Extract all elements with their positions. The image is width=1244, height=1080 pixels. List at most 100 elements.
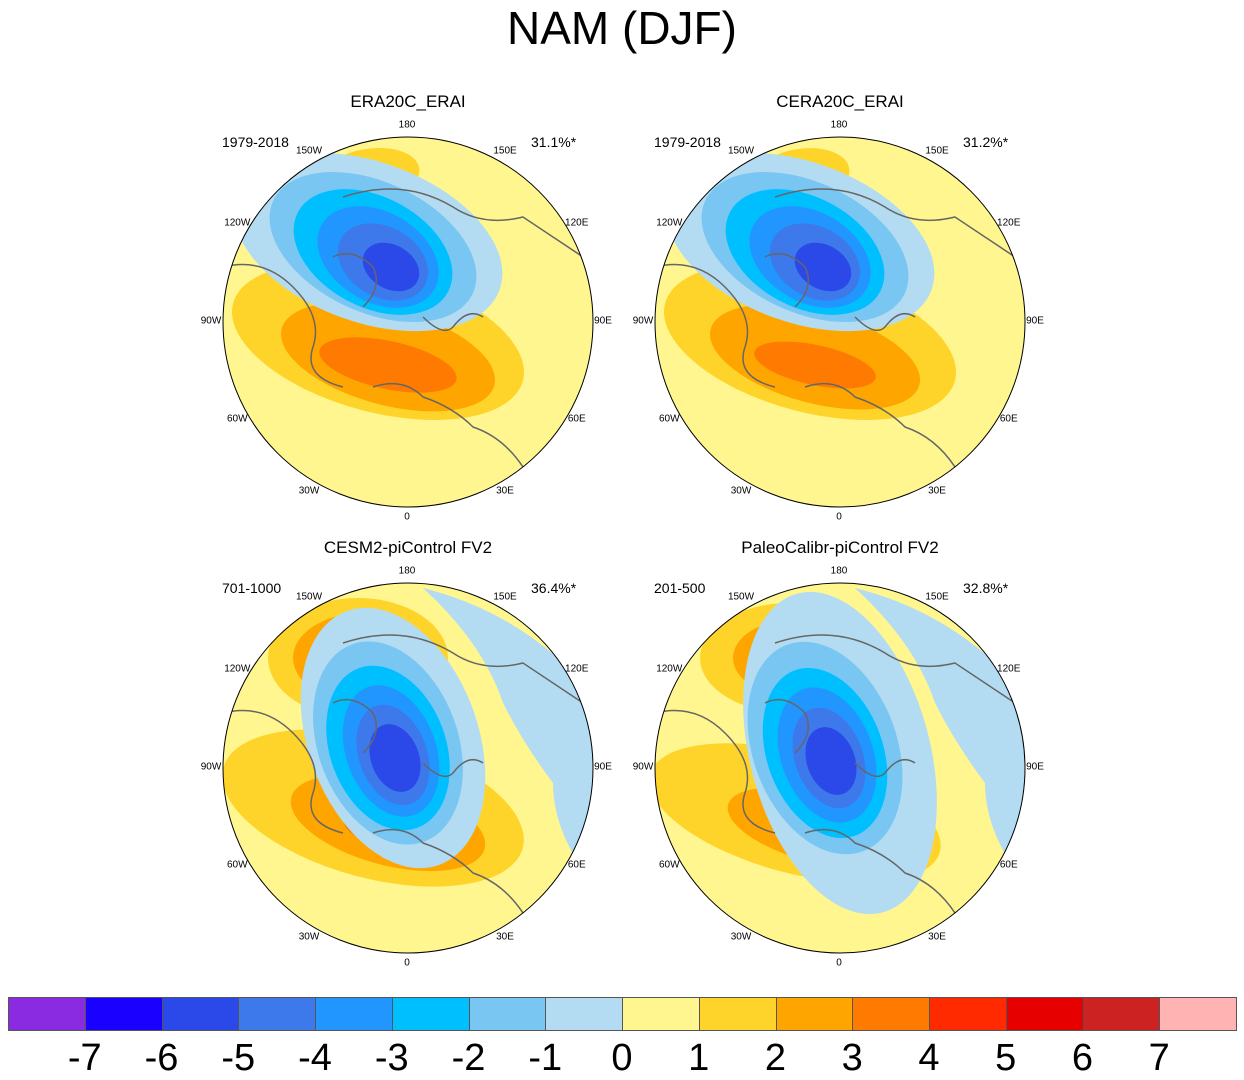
longitude-label: 30E (496, 485, 514, 497)
longitude-label: 90E (594, 761, 612, 773)
longitude-label: 60W (226, 859, 248, 871)
colorbar-swatch (238, 997, 316, 1031)
coastline (372, 828, 524, 914)
explained-variance: 31.1%* (531, 134, 577, 150)
longitude-label: 60E (567, 413, 586, 425)
colorbar-tick-label: -6 (144, 1037, 179, 1079)
longitude-label: 150W (295, 591, 323, 603)
map-boundary-circle (222, 136, 594, 508)
period-label: 1979-2018 (222, 134, 289, 150)
map-boundary-circle (654, 136, 1026, 508)
polar-stereographic-map (222, 582, 594, 954)
colorbar-swatch (1005, 997, 1084, 1031)
longitude-label: 90W (200, 761, 222, 773)
colorbar-tick-label: -2 (451, 1037, 486, 1079)
period-label: 1979-2018 (654, 134, 721, 150)
colorbar-swatch (84, 997, 163, 1031)
map-panel-era20c: ERA20C_ERAI 1979-2018 31.1%* 180 150E 120E 90E… (198, 92, 618, 523)
longitude-label: 60W (658, 413, 680, 425)
colorbar-tick-label: -5 (221, 1037, 256, 1079)
longitude-label: 30E (928, 931, 946, 943)
colorbar-tick-label: 3 (841, 1037, 863, 1079)
coastline (804, 828, 956, 914)
explained-variance: 32.8%* (963, 580, 1009, 596)
longitude-label: 150E (925, 145, 949, 157)
longitude-label: 30E (928, 485, 946, 497)
light-blue-region-east (855, 588, 1025, 883)
polar-stereographic-map (222, 136, 594, 508)
coastline (342, 634, 584, 704)
longitude-label: 150E (493, 145, 517, 157)
longitude-label: 120E (565, 217, 589, 229)
map-boundary-circle (654, 582, 1026, 954)
longitude-label: 150E (493, 591, 517, 603)
longitude-label: 0 (404, 511, 410, 523)
colorbar-swatch (315, 997, 393, 1031)
colorbar-swatch (1082, 997, 1161, 1031)
light-blue-region-east (423, 588, 593, 883)
colorbar-tick-label: 2 (764, 1037, 787, 1079)
longitude-label: 180 (830, 119, 848, 131)
colorbar (8, 997, 1237, 1031)
coastline (854, 758, 916, 778)
coastline (372, 382, 524, 468)
colorbar-tick-label: 7 (1148, 1037, 1170, 1079)
longitude-label: 30W (298, 485, 320, 497)
coastline (804, 382, 956, 468)
panel-title: ERA20C_ERAI (350, 92, 466, 111)
longitude-label: 60E (999, 413, 1018, 425)
panel-title: CESM2-piControl FV2 (323, 538, 493, 557)
longitude-label: 90E (1026, 315, 1044, 327)
longitude-label: 180 (398, 119, 416, 131)
colorbar-swatch (8, 997, 86, 1031)
longitude-label: 120W (656, 217, 683, 229)
longitude-label: 90E (1026, 761, 1044, 773)
longitude-label: 120E (997, 217, 1021, 229)
map-panel-cesm2: CESM2-piControl FV2 701-1000 36.4%* 180 150E… (198, 538, 618, 969)
map-boundary-circle (222, 582, 594, 954)
longitude-label: 150W (727, 145, 755, 157)
colorbar-swatch (698, 997, 777, 1031)
longitude-label: 120E (997, 663, 1021, 675)
period-label: 701-1000 (222, 580, 282, 596)
longitude-label: 150E (925, 591, 949, 603)
longitude-label: 180 (398, 565, 416, 577)
colorbar-tick-label: -7 (67, 1037, 102, 1079)
coastline (332, 698, 378, 754)
arctic-anomaly-contour (805, 727, 857, 795)
longitude-label: 0 (836, 511, 842, 523)
coastline (422, 312, 484, 332)
coastline (655, 709, 776, 834)
explained-variance: 31.2%* (963, 134, 1009, 150)
colorbar-tick-label: -4 (298, 1037, 332, 1079)
figure-title: NAM (DJF) (507, 2, 737, 54)
atlantic-anomaly-contour (319, 337, 457, 393)
longitude-label: 150W (727, 591, 755, 603)
colorbar-tick-label: 6 (1071, 1037, 1094, 1079)
longitude-label: 30W (730, 485, 752, 497)
colorbar-swatch (161, 997, 240, 1031)
colorbar-swatch (1159, 997, 1237, 1031)
map-panel-paleocalibr: PaleoCalibr-piControl FV2 201-500 32.8%* 18… (630, 538, 1050, 969)
longitude-label: 90W (632, 315, 654, 327)
longitude-label: 30E (496, 931, 514, 943)
longitude-label: 120W (656, 663, 683, 675)
period-label: 201-500 (654, 580, 706, 596)
colorbar-tick-label: 5 (995, 1037, 1017, 1079)
panel-title: CERA20C_ERAI (776, 92, 904, 111)
atlantic-anomaly-contour (754, 341, 876, 389)
colorbar-swatch (775, 997, 854, 1031)
longitude-label: 30W (298, 931, 320, 943)
polar-stereographic-map (654, 582, 1026, 954)
longitude-label: 150W (295, 145, 323, 157)
coastline (422, 758, 484, 778)
panel-title: PaleoCalibr-piControl FV2 (741, 538, 939, 557)
coastline (774, 634, 1016, 704)
longitude-label: 120W (224, 217, 251, 229)
coastline (223, 709, 344, 834)
colorbar-tick-label: -1 (528, 1037, 563, 1079)
colorbar-swatch (929, 997, 1007, 1031)
colorbar-swatch (622, 997, 700, 1031)
coastline (764, 252, 810, 308)
longitude-label: 90W (200, 315, 222, 327)
